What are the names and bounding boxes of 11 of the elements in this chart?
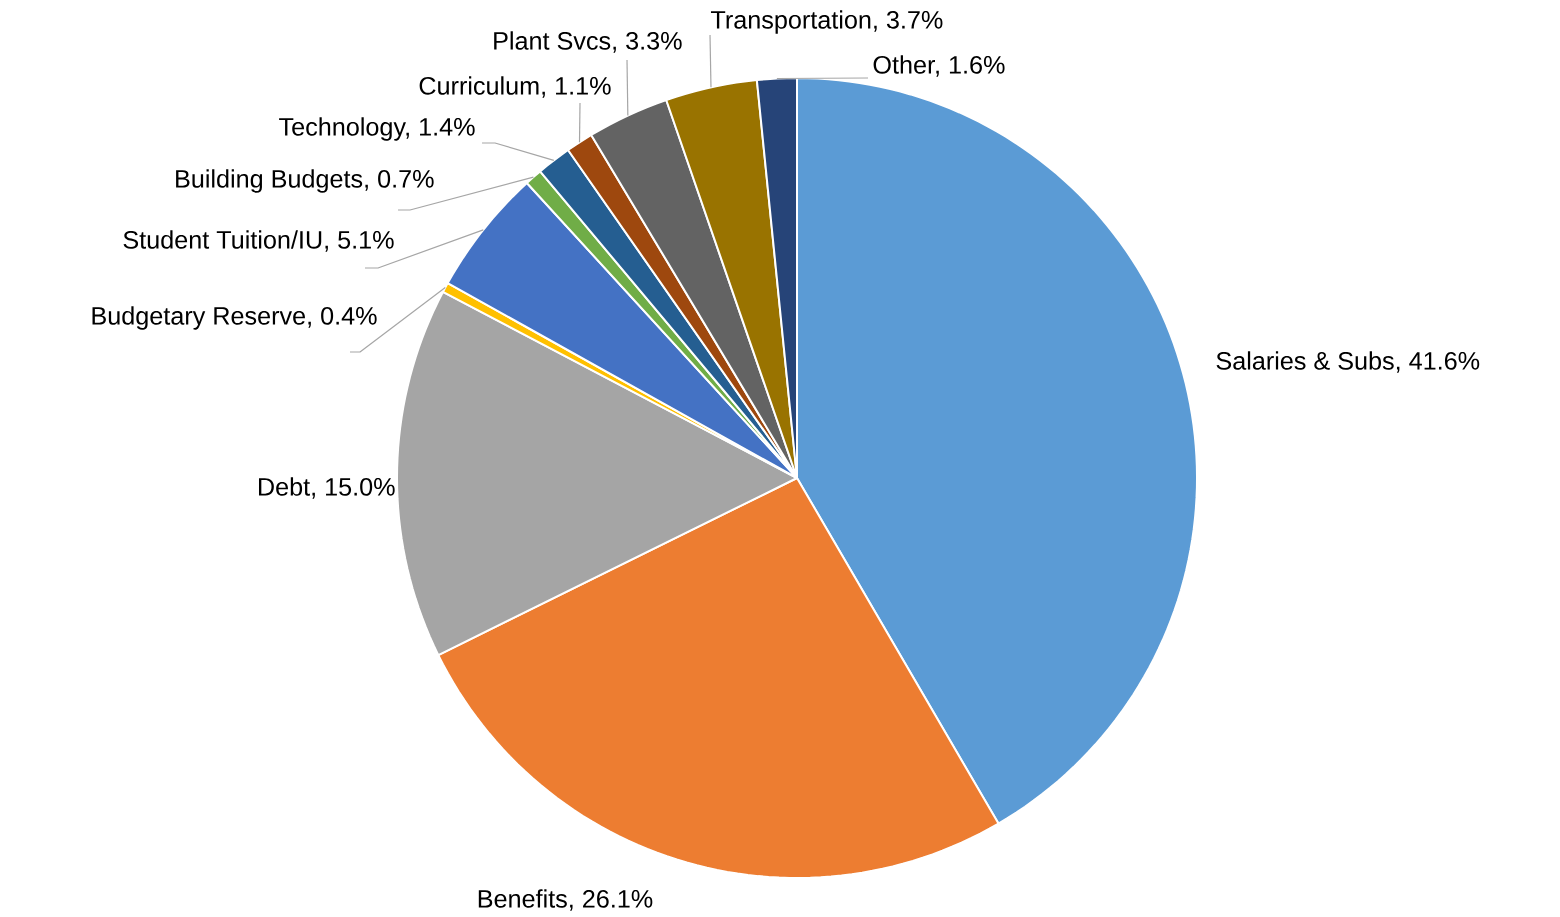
slice-label: Student Tuition/IU, 5.1%: [123, 230, 394, 252]
slice-label: Budgetary Reserve, 0.4%: [92, 306, 377, 330]
slice-label: Other, 1.6%: [873, 55, 1005, 77]
slice-label: Salaries & Subs, 41.6%: [1216, 351, 1480, 373]
slice-label: Benefits, 26.1%: [478, 889, 653, 911]
slice-label: Debt, 15.0%: [258, 477, 395, 499]
slice-label: Technology, 1.4%: [279, 117, 475, 141]
slice-label: Curriculum, 1.1%: [419, 76, 611, 98]
slice-label: Building Budgets, 0.7%: [176, 169, 434, 193]
slice-label: Plant Svcs, 3.3%: [494, 31, 682, 53]
slice-label: Transportation, 3.7%: [710, 10, 943, 34]
